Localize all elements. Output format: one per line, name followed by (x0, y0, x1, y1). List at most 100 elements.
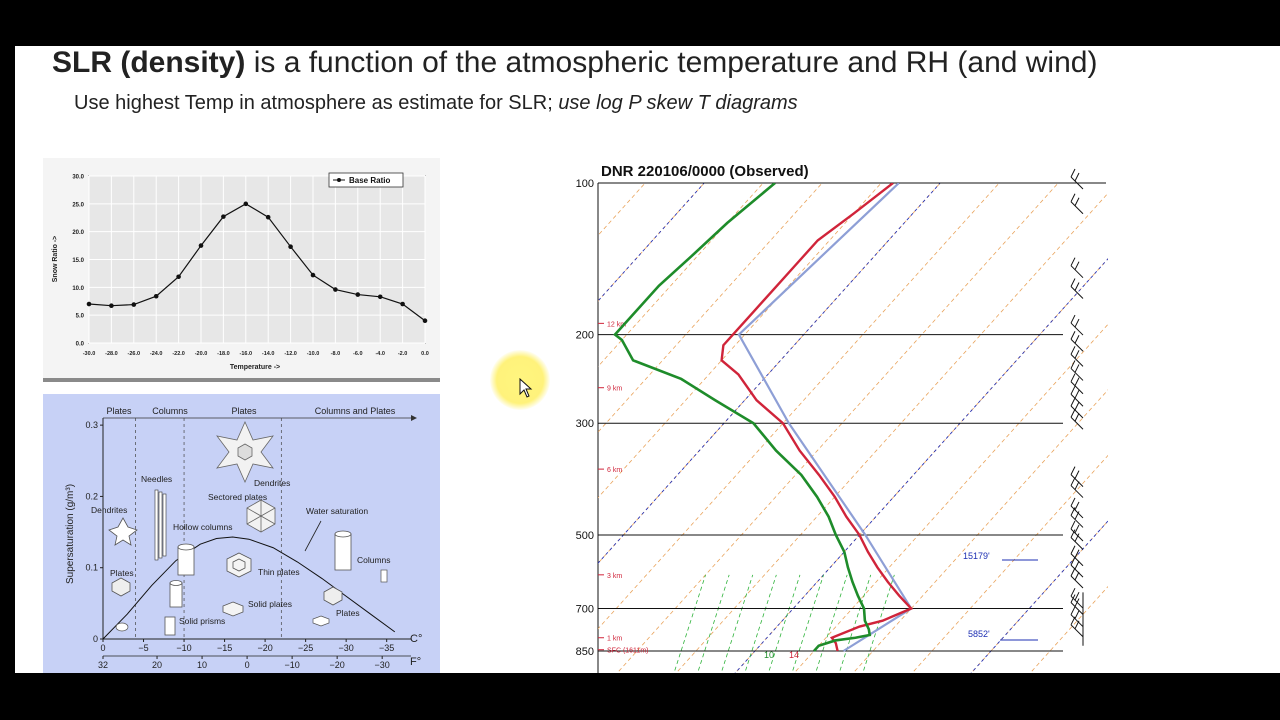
wind-barbs (1070, 168, 1084, 646)
regime-columns: Columns (152, 406, 188, 416)
wind-barb-flag (1074, 261, 1080, 270)
y-tick-label: 0.3 (85, 420, 98, 430)
reference-isotherm (598, 183, 941, 564)
legend-marker-icon (337, 178, 341, 182)
mixing-ratio-line (862, 574, 895, 673)
presentation-slide: SLR (density) is a function of the atmos… (15, 46, 1280, 673)
bottom-letterbox-bar (0, 673, 1280, 720)
solid-plate-icon (222, 601, 244, 617)
wind-barb-staff (1070, 528, 1084, 542)
mouse-pointer-icon (519, 378, 533, 398)
y-tick-label: 0.2 (85, 491, 98, 501)
height-labels: 12 km 9 km 6 km 3 km 1 km SFC (1611m) (598, 321, 649, 655)
subtitle-plain: Use highest Temp in atmosphere as estima… (74, 92, 559, 114)
dewpoint-line (613, 183, 872, 652)
wind-barb-flag (1070, 606, 1076, 615)
plate-left-icon (111, 577, 131, 597)
wind-barb-staff (1070, 265, 1084, 279)
y-tick-label: 25.0 (72, 202, 84, 208)
x-tick-labels: -30.0 -28.0 -26.0 -24.0 -22.0 -20.0 -18.0 -16.0… (83, 351, 429, 357)
fahrenheit-unit: F° (410, 656, 421, 668)
celsius-tick-label: 0 (100, 643, 105, 653)
wind-barb-flag (1070, 397, 1076, 407)
label-needles: Needles (141, 474, 172, 484)
y-tick-labels: 0.0 5.0 10.0 15.0 20.0 25.0 30.0 (72, 175, 84, 348)
environment-line (737, 183, 913, 652)
mixing-ratio-line (673, 574, 706, 673)
x-tick-label: -16.0 (240, 351, 253, 357)
wind-barb-staff (1070, 553, 1084, 567)
skewt-background (565, 158, 1115, 673)
small-plate-right-icon (312, 615, 330, 627)
wind-barb-staff (1070, 368, 1084, 381)
wind-barb-flag (1074, 571, 1080, 581)
wind-barb-staff (1070, 575, 1084, 589)
mixing-ratio-line (720, 574, 754, 673)
regime-bar-arrow-icon (411, 415, 417, 421)
wind-barb-flag (1070, 346, 1076, 355)
sounding-lines (613, 183, 914, 652)
data-point (333, 287, 338, 292)
wind-barb-flag (1074, 591, 1080, 601)
height-label: 9 km (607, 386, 622, 393)
height-label: 6 km (607, 467, 622, 474)
data-point (86, 301, 92, 307)
x-tick-label: -22.0 (172, 351, 185, 357)
wind-barb-flag (1074, 401, 1080, 411)
label-solid-plates: Solid plates (248, 599, 292, 609)
label-plates-left: Plates (110, 568, 134, 578)
wind-barb-flag (1074, 560, 1080, 570)
reference-isotherm (598, 183, 705, 302)
mixing-ratio-line (744, 574, 777, 673)
wind-barb-flag (1074, 335, 1080, 344)
wind-barb-staff (1070, 322, 1084, 336)
fahrenheit-tick-label: −10 (284, 660, 299, 670)
pressure-label: 300 (576, 418, 594, 430)
data-point (221, 214, 226, 219)
pressure-label: 700 (576, 604, 594, 616)
wind-barb-flag (1070, 594, 1076, 603)
label-dendrites-left: Dendrites (91, 505, 127, 515)
wind-barb-flag (1074, 197, 1080, 207)
hollow-column-icon (177, 543, 195, 576)
data-point (422, 318, 428, 324)
label-plates-right: Plates (336, 608, 360, 618)
isotherm-line (598, 183, 823, 433)
skew-t-diagram: DNR 220106/0000 (Observed) 100 200 300 500 7… (565, 158, 1115, 673)
temperature-line (720, 183, 914, 652)
annotation-5852: 5852' (968, 629, 990, 639)
celsius-tick-label: −30 (339, 643, 354, 653)
wind-barb-staff (1070, 564, 1084, 578)
fahrenheit-tick-label: −20 (330, 660, 345, 670)
wind-barb-staff (1070, 505, 1084, 519)
label-columns-right: Columns (357, 555, 391, 565)
base-ratio-line (88, 203, 426, 322)
wind-barb-staff (1070, 381, 1084, 395)
small-column-icon (380, 569, 388, 583)
x-tick-label: -12.0 (284, 351, 297, 357)
solid-prism-bottom-icon (164, 616, 176, 636)
x-tick-label: -2.0 (398, 351, 407, 357)
celsius-tick-label: −10 (176, 643, 191, 653)
wind-barb-flag (1070, 477, 1076, 486)
wind-barb-flag (1074, 524, 1080, 534)
x-tick-label: -8.0 (331, 351, 340, 357)
slide-title: SLR (density) is a function of the atmos… (52, 46, 1097, 80)
wind-barb-staff (1070, 624, 1084, 638)
label-dendrites-top: Dendrites (254, 478, 290, 488)
pressure-label: 850 (576, 646, 594, 658)
snow-ratio-chart: 0.0 5.0 10.0 15.0 20.0 25.0 30.0 -30.0 -28.0 -26… (43, 158, 440, 382)
label-thin-plates: Thin plates (258, 567, 300, 577)
y-axis-label: Snow Ratio -> (52, 236, 59, 282)
y-tick-label: 10.0 (72, 286, 84, 292)
wind-barb-staff (1070, 614, 1084, 628)
dendrite-large-icon (216, 421, 274, 483)
wind-barb-flag (1074, 377, 1080, 386)
height-label: 12 km (607, 321, 626, 328)
x-tick-label: -10.0 (307, 351, 320, 357)
wind-barb-flag (1070, 314, 1076, 324)
height-label: 1 km (607, 636, 622, 643)
wind-barb-flag (1070, 257, 1076, 266)
mixing-ratio-line (697, 574, 730, 673)
y-tick-label: 5.0 (76, 314, 85, 320)
